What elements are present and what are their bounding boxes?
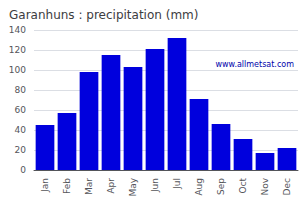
svg-text:20: 20 [15,145,27,155]
svg-text:Jul: Jul [172,178,182,190]
svg-text:140: 140 [9,25,26,35]
svg-text:Mar: Mar [84,178,94,195]
svg-text:Oct: Oct [238,178,248,194]
svg-text:80: 80 [15,85,27,95]
svg-text:Feb: Feb [62,178,72,194]
svg-text:Nov: Nov [260,177,270,195]
svg-text:Jun: Jun [150,178,160,193]
svg-text:Garanhuns : precipitation (mm): Garanhuns : precipitation (mm) [9,8,198,22]
svg-text:Aug: Aug [194,178,204,196]
svg-text:0: 0 [20,165,26,175]
svg-text:May: May [128,177,138,196]
svg-text:100: 100 [9,65,26,75]
svg-text:Jan: Jan [40,178,50,193]
svg-text:Apr: Apr [106,178,116,194]
svg-text:60: 60 [15,105,27,115]
svg-text:120: 120 [9,45,26,55]
svg-text:Dec: Dec [282,178,292,195]
svg-text:www.allmetsat.com: www.allmetsat.com [216,60,295,69]
svg-text:Sep: Sep [216,178,226,195]
svg-text:40: 40 [15,125,27,135]
